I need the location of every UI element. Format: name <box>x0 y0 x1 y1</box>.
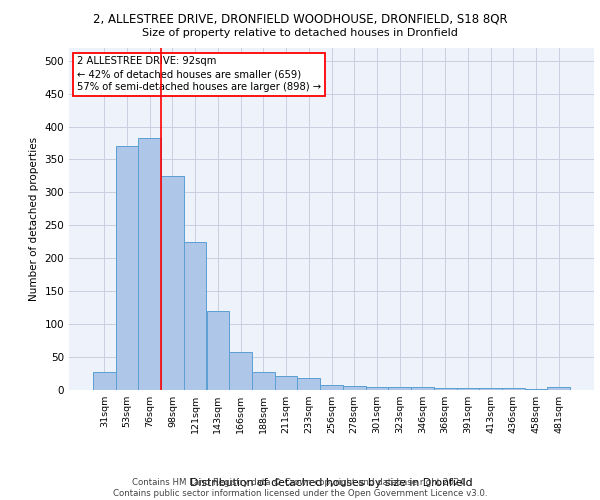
Bar <box>434 388 457 390</box>
Bar <box>252 372 275 390</box>
Bar <box>275 376 298 390</box>
Bar <box>206 311 229 390</box>
Text: Contains HM Land Registry data © Crown copyright and database right 2024.
Contai: Contains HM Land Registry data © Crown c… <box>113 478 487 498</box>
Bar <box>229 352 252 390</box>
Text: Size of property relative to detached houses in Dronfield: Size of property relative to detached ho… <box>142 28 458 38</box>
Bar <box>457 388 479 390</box>
Bar <box>139 138 161 390</box>
Bar <box>116 146 139 390</box>
Bar <box>93 372 116 390</box>
Bar <box>547 386 570 390</box>
Bar <box>298 378 320 390</box>
Bar <box>184 242 206 390</box>
Bar <box>502 388 524 390</box>
Bar <box>365 388 388 390</box>
Bar <box>411 388 434 390</box>
Bar <box>524 388 547 390</box>
X-axis label: Distribution of detached houses by size in Dronfield: Distribution of detached houses by size … <box>190 478 473 488</box>
Bar <box>161 176 184 390</box>
Text: 2 ALLESTREE DRIVE: 92sqm
← 42% of detached houses are smaller (659)
57% of semi-: 2 ALLESTREE DRIVE: 92sqm ← 42% of detach… <box>77 56 321 92</box>
Bar <box>343 386 365 390</box>
Text: 2, ALLESTREE DRIVE, DRONFIELD WOODHOUSE, DRONFIELD, S18 8QR: 2, ALLESTREE DRIVE, DRONFIELD WOODHOUSE,… <box>92 12 508 26</box>
Y-axis label: Number of detached properties: Number of detached properties <box>29 136 39 301</box>
Bar <box>388 388 411 390</box>
Bar <box>320 384 343 390</box>
Bar <box>479 388 502 390</box>
